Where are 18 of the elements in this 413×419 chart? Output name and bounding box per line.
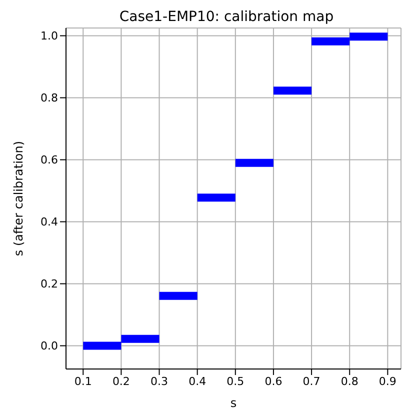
y-tick-label: 0.0 [40,340,58,353]
y-tick-label: 0.6 [40,154,58,167]
x-tick-label: 0.2 [112,374,130,388]
x-tick-label: 0.6 [264,374,282,388]
x-tick-label: 0.9 [378,374,396,388]
x-tick-label: 0.8 [340,374,358,388]
chart-title: Case1-EMP10: calibration map [118,8,335,26]
y-tick-label: 0.4 [40,216,58,229]
x-axis-title: s [230,396,237,410]
x-tick-label: 0.3 [150,374,168,388]
x-tick-label: 0.7 [302,374,320,388]
x-tick-label: 0.5 [226,374,244,388]
y-tick-label: 0.2 [40,278,58,291]
x-tick-label: 0.4 [188,374,206,388]
x-tick-label: 0.1 [74,374,92,388]
y-axis-title: s (after calibration) [11,140,26,256]
y-tick-label: 0.8 [40,92,58,105]
y-tick-label: 1.0 [40,30,58,43]
